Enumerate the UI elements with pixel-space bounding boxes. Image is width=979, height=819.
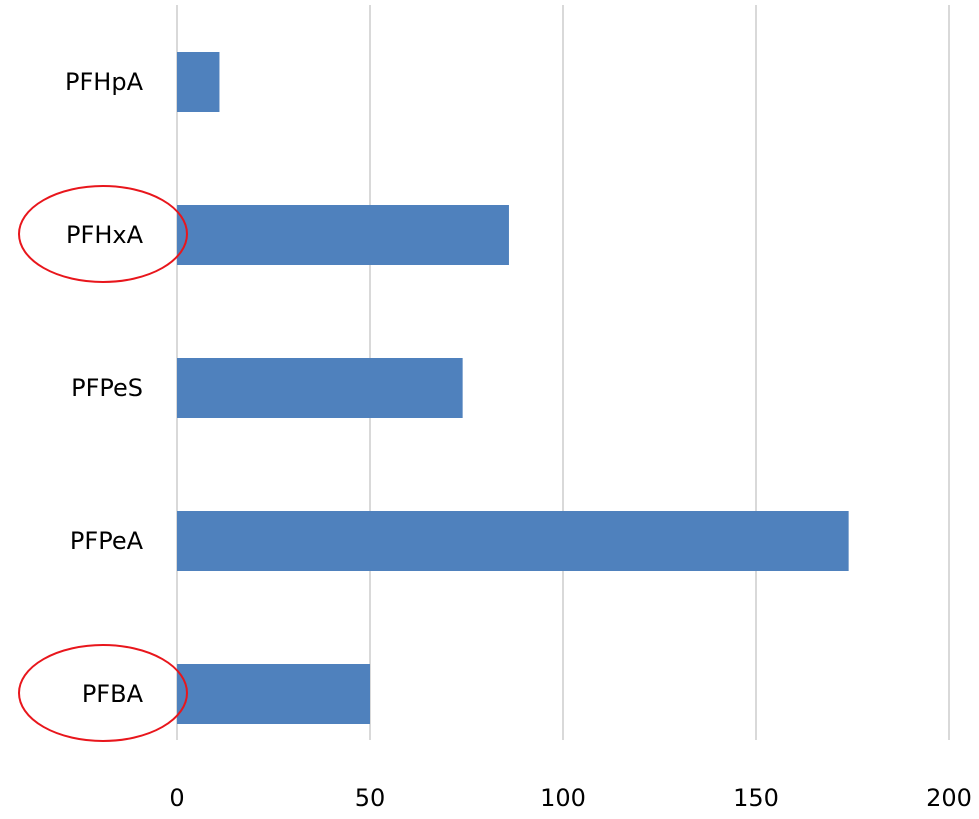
category-label-pfba: PFBA	[82, 680, 144, 708]
bars	[177, 52, 849, 724]
category-label-pfhxa: PFHxA	[66, 221, 144, 249]
bar-pfhxa	[177, 205, 509, 265]
x-axis-ticks: 0 50 100 150 200	[169, 784, 972, 812]
x-tick-label-200: 200	[926, 784, 972, 812]
bar-pfpes	[177, 358, 463, 418]
category-label-pfhpa: PFHpA	[65, 68, 144, 96]
highlight-ellipse-pfhxa	[18, 185, 188, 283]
bar-pfpea	[177, 511, 849, 571]
category-label-pfpes: PFPeS	[71, 374, 143, 402]
category-label-pfpea: PFPeA	[70, 527, 144, 555]
x-tick-label-100: 100	[540, 784, 586, 812]
bar-pfba	[177, 664, 370, 724]
x-tick-label-150: 150	[733, 784, 779, 812]
x-tick-label-50: 50	[355, 784, 386, 812]
x-tick-label-0: 0	[169, 784, 184, 812]
bar-pfhpa	[177, 52, 220, 112]
highlight-ellipse-pfba	[18, 644, 188, 742]
highlight-annotations	[18, 185, 188, 742]
category-labels: PFHpA PFHxA PFPeS PFPeA PFBA	[65, 68, 144, 708]
gridlines	[176, 5, 950, 740]
